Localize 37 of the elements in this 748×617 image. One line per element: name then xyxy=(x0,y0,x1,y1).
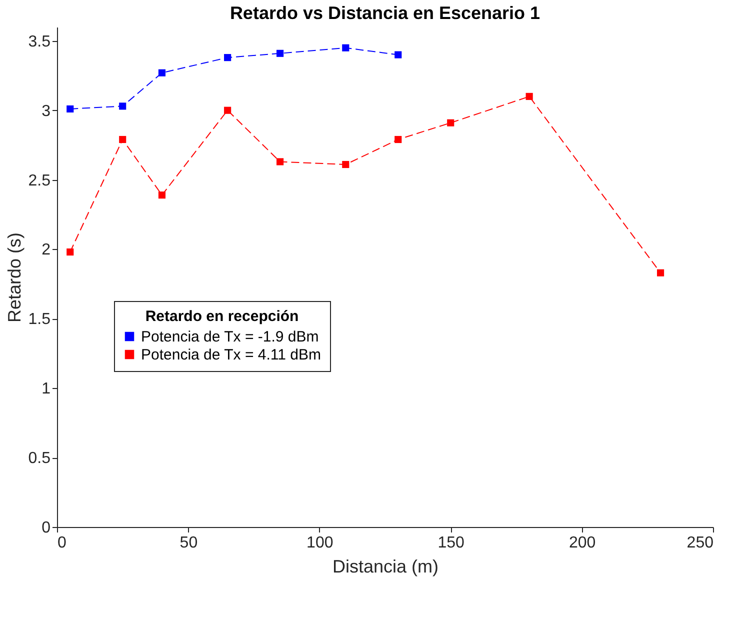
point xyxy=(526,92,533,100)
legend-title: Retardo en recepción xyxy=(145,308,299,325)
point xyxy=(66,105,74,112)
y-tick-label: 0.5 xyxy=(28,450,51,468)
point xyxy=(276,158,284,166)
x-tick-label: 150 xyxy=(438,534,465,552)
y-tick-label: 2 xyxy=(42,242,51,259)
y-tick-label: 1.5 xyxy=(28,311,51,328)
y-tick-label: 1 xyxy=(42,380,51,398)
x-tick-label: 50 xyxy=(180,534,198,552)
point xyxy=(158,192,166,199)
y-tick-label: 3.5 xyxy=(28,33,51,50)
point xyxy=(224,54,232,62)
point xyxy=(447,119,454,126)
point xyxy=(394,136,402,144)
y-tick-label: 3 xyxy=(42,102,51,120)
x-tick-label: 200 xyxy=(568,534,596,552)
point xyxy=(224,106,232,114)
x-tick-label: 100 xyxy=(306,534,334,552)
chart-title: Retardo vs Distancia en Escenario 1 xyxy=(230,3,540,23)
x-tick-label: 0 xyxy=(58,534,66,552)
x-axis-title: Distancia (m) xyxy=(332,556,439,576)
point xyxy=(342,160,350,168)
legend-label: Potencia de Tx = -1.9 dBm xyxy=(141,328,319,346)
point xyxy=(66,248,74,256)
y-tick-label: 0 xyxy=(42,520,51,536)
point xyxy=(656,269,664,276)
point xyxy=(276,50,284,57)
y-tick-label: 2.5 xyxy=(28,172,51,190)
legend-label: Potencia de Tx = 4.11 dBm xyxy=(141,346,321,364)
point xyxy=(119,102,126,110)
point xyxy=(119,136,126,144)
point xyxy=(394,51,402,58)
y-axis-title: Retardo (s) xyxy=(4,232,24,323)
point xyxy=(158,69,166,76)
point xyxy=(342,44,350,52)
x-tick-label: 250 xyxy=(686,534,714,552)
